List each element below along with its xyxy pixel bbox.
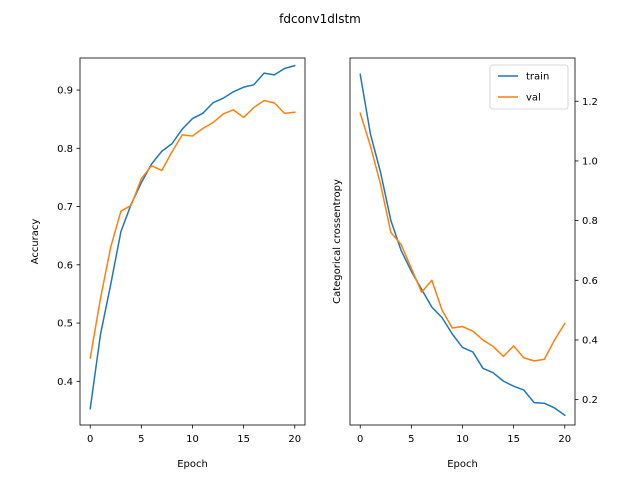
accuracy-series-val-line bbox=[89, 99, 296, 359]
accuracy-y-tick-label-1: 0.5 bbox=[57, 319, 73, 330]
accuracy-y-tick-label-2: 0.6 bbox=[57, 260, 73, 271]
crossentropy-legend-label-train: train bbox=[526, 72, 549, 83]
accuracy-series-train-line bbox=[89, 64, 296, 410]
crossentropy-y-tick-label-5: 1.2 bbox=[582, 97, 598, 108]
crossentropy-x-tick-label-1: 5 bbox=[408, 434, 414, 445]
accuracy-y-tick-label-3: 0.7 bbox=[57, 202, 73, 213]
crossentropy-y-tick-label-1: 0.4 bbox=[582, 336, 598, 347]
accuracy-y-axis-label: Accuracy bbox=[30, 219, 41, 265]
figure-suptitle: fdconv1dlstm bbox=[279, 12, 361, 26]
crossentropy-x-tick-label-4: 20 bbox=[558, 434, 571, 445]
accuracy-y-tick-label-4: 0.8 bbox=[57, 144, 73, 155]
accuracy-x-tick-label-2: 10 bbox=[186, 434, 199, 445]
accuracy-y-tick-label-0: 0.4 bbox=[57, 377, 73, 388]
crossentropy-series-val-line bbox=[359, 112, 566, 362]
crossentropy-legend: train val bbox=[489, 64, 569, 110]
crossentropy-plot: 0 5 10 15 20 0.2 0.4 0.6 0.8 1.0 1.2 Epoch Categoric… bbox=[332, 57, 598, 470]
accuracy-x-tick-label-1: 5 bbox=[138, 434, 144, 445]
crossentropy-y-tick-label-2: 0.6 bbox=[582, 276, 598, 287]
accuracy-plot: 0 5 10 15 20 0.4 0.5 0.6 0.7 0.8 0.9 Epoch Accuracy bbox=[30, 57, 306, 470]
crossentropy-legend-label-val: val bbox=[526, 93, 541, 104]
crossentropy-x-axis-label: Epoch bbox=[447, 459, 478, 470]
accuracy-y-tick-label-5: 0.9 bbox=[57, 86, 73, 97]
crossentropy-y-tick-label-0: 0.2 bbox=[582, 395, 598, 406]
accuracy-x-axis-label: Epoch bbox=[177, 459, 208, 470]
crossentropy-y-tick-label-3: 0.8 bbox=[582, 216, 598, 227]
crossentropy-x-tick-label-2: 10 bbox=[456, 434, 469, 445]
accuracy-x-tick-label-0: 0 bbox=[87, 434, 93, 445]
accuracy-x-tick-label-4: 20 bbox=[288, 434, 301, 445]
crossentropy-y-axis-label: Categorical crossentropy bbox=[332, 179, 343, 304]
crossentropy-series-train-line bbox=[359, 73, 566, 417]
crossentropy-y-tick-label-4: 1.0 bbox=[582, 157, 598, 168]
crossentropy-x-tick-label-3: 15 bbox=[507, 434, 520, 445]
crossentropy-x-tick-label-0: 0 bbox=[357, 434, 363, 445]
accuracy-x-tick-label-3: 15 bbox=[237, 434, 250, 445]
